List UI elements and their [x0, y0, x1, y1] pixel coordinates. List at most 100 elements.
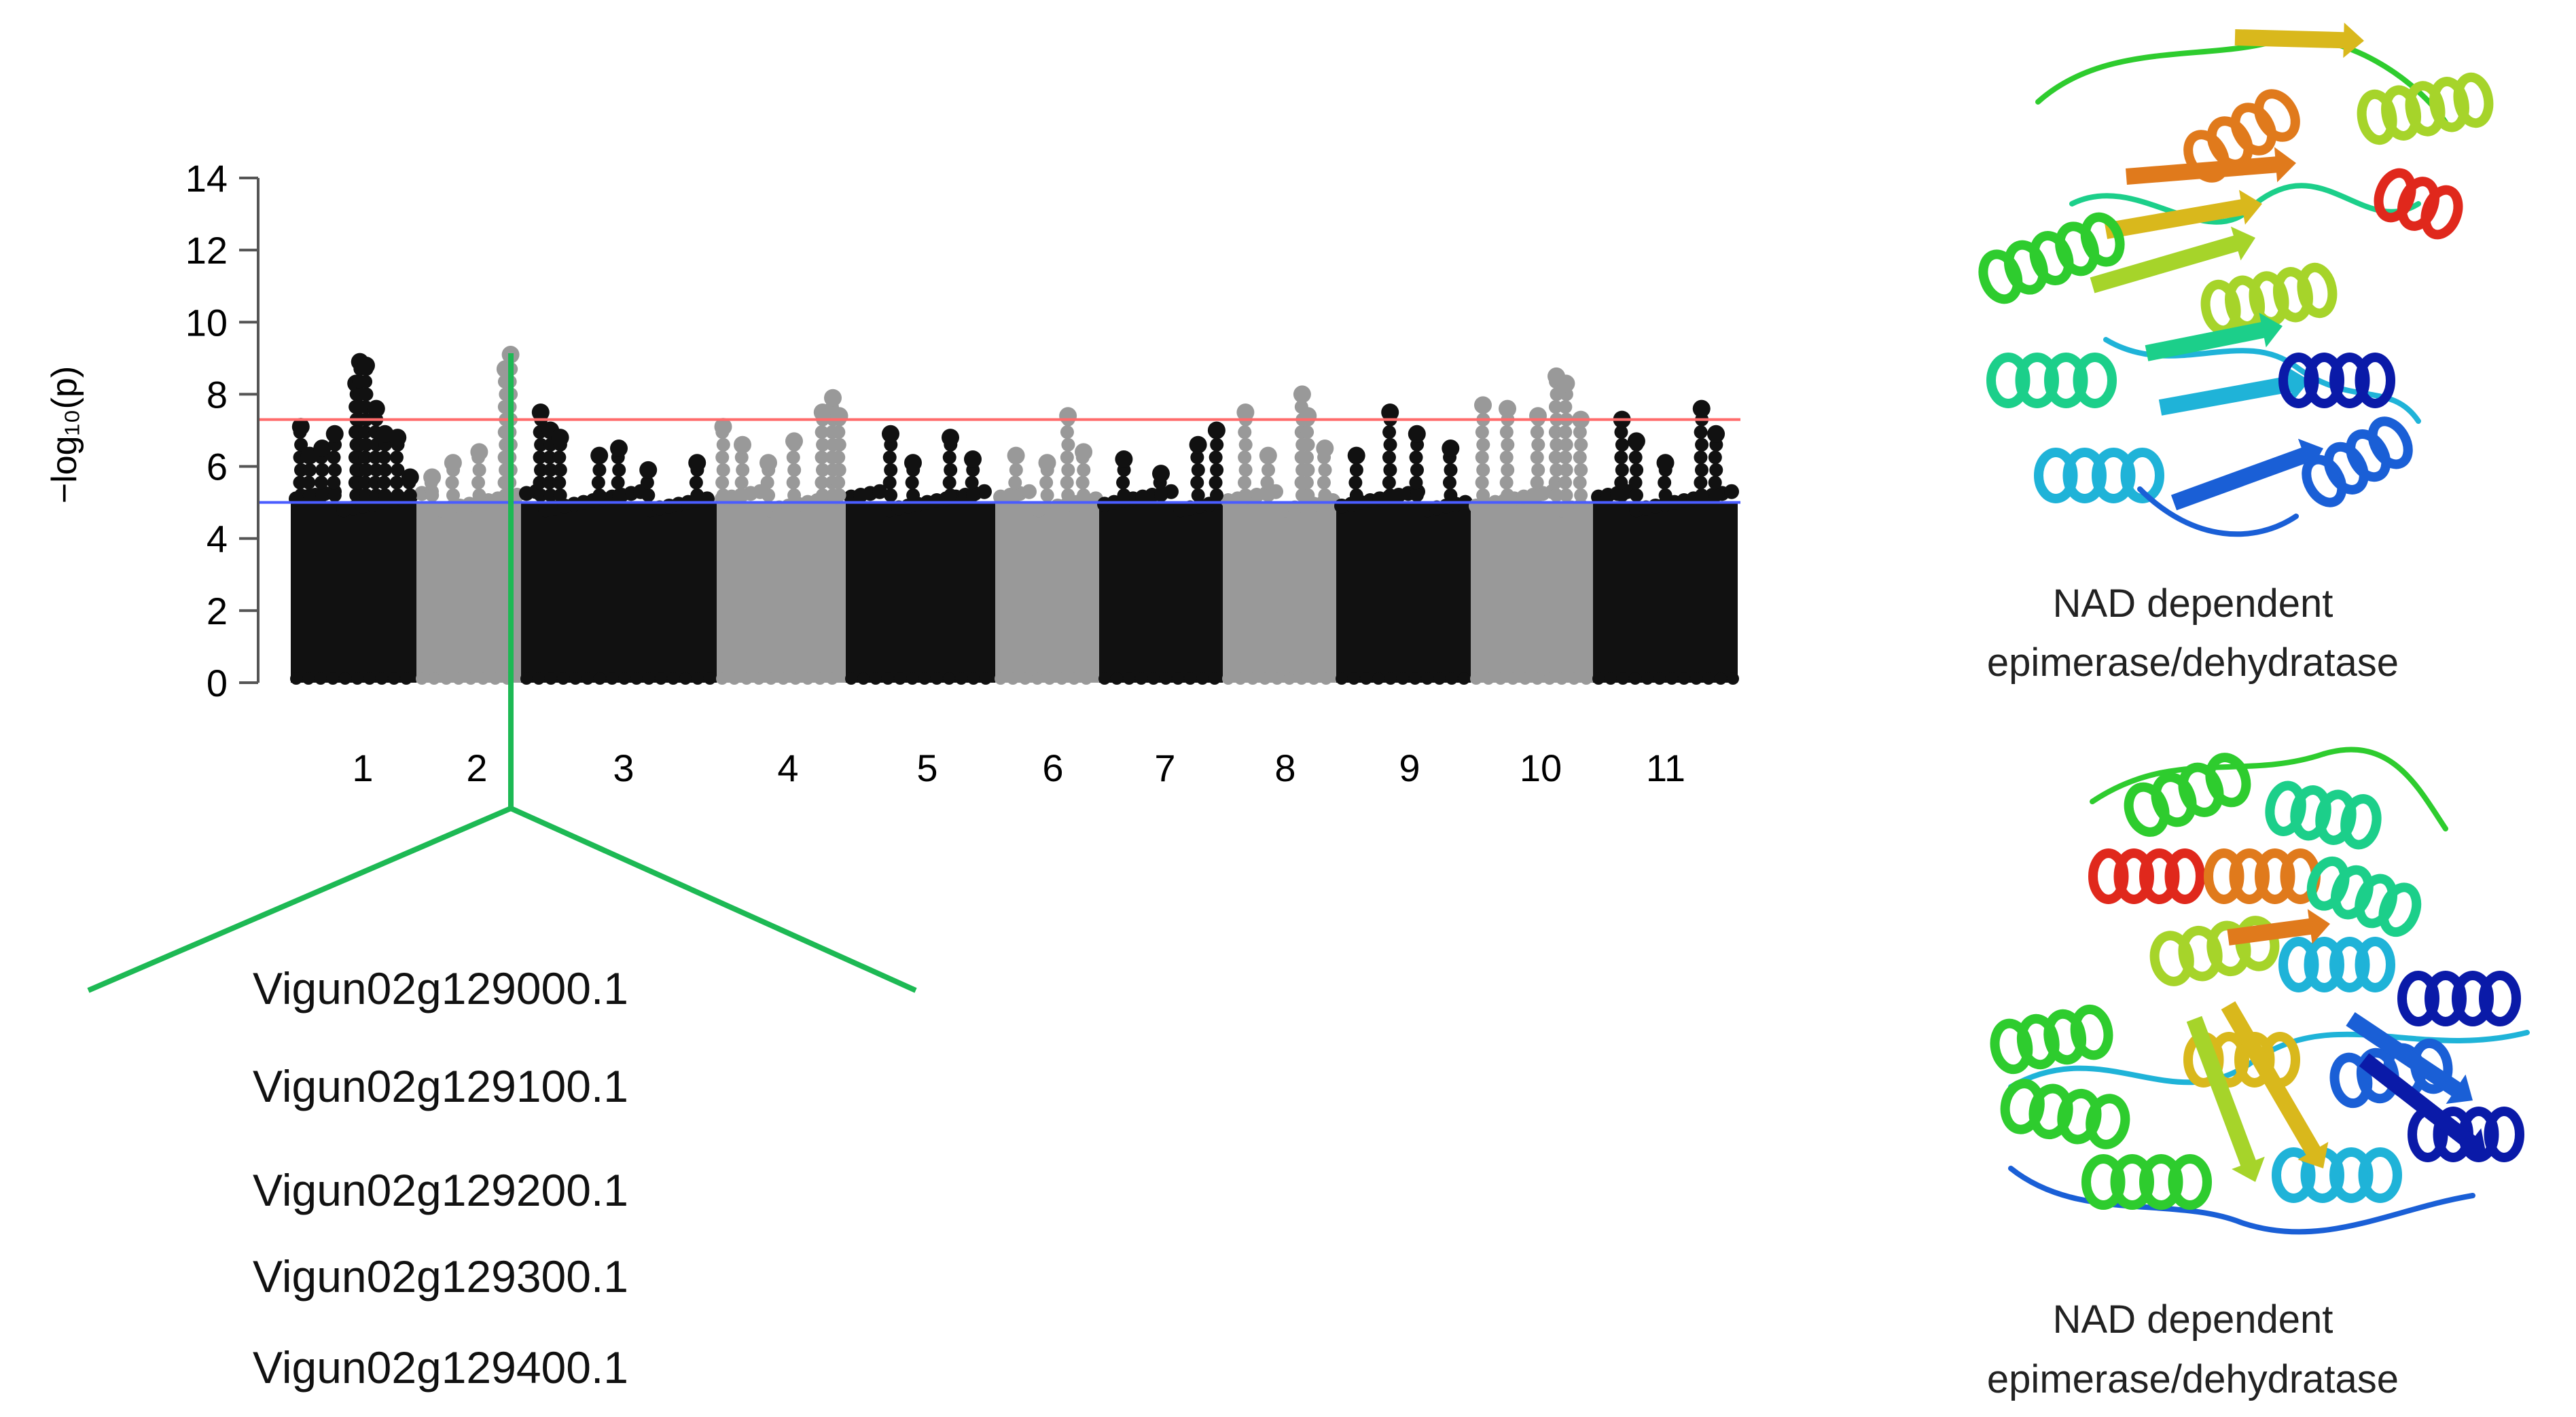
data-point — [489, 672, 501, 685]
data-point — [734, 476, 749, 490]
data-point — [1559, 463, 1573, 477]
data-point — [389, 476, 404, 490]
data-point — [1238, 437, 1253, 452]
data-point — [1615, 437, 1629, 452]
data-point — [1476, 488, 1490, 503]
data-point — [1530, 450, 1544, 465]
data-point — [831, 450, 846, 465]
data-point — [1209, 450, 1223, 465]
data-point — [391, 463, 405, 477]
data-point — [1446, 672, 1458, 685]
helix-turn — [2044, 353, 2088, 408]
helix-turn — [2358, 1147, 2402, 1203]
helix — [2272, 1147, 2402, 1203]
helix-turn — [2425, 971, 2467, 1026]
data-point — [1530, 425, 1544, 440]
data-point — [367, 399, 385, 418]
callout-left-line — [87, 806, 512, 993]
helix-turn — [2355, 353, 2395, 408]
data-point — [1300, 450, 1314, 465]
helix-turn — [2124, 782, 2170, 837]
data-point — [472, 488, 486, 503]
data-point — [760, 476, 774, 490]
data-point — [1184, 672, 1196, 685]
chromosome-cloud-2 — [416, 502, 521, 683]
helix-turn — [2355, 937, 2395, 992]
data-point — [1617, 672, 1629, 685]
data-point — [1476, 437, 1490, 452]
gene-item: Vigun02g129200.1 — [253, 1165, 628, 1215]
helix-turn — [2120, 448, 2164, 503]
helix-turn — [1986, 353, 2031, 408]
data-point — [1300, 476, 1314, 490]
y-tick-label: 2 — [207, 590, 228, 632]
data-point — [692, 672, 704, 685]
data-point — [1382, 450, 1396, 465]
data-point — [964, 450, 982, 468]
y-tick-label: 10 — [185, 301, 228, 344]
data-point — [1061, 488, 1075, 503]
data-point — [894, 672, 906, 685]
data-point — [1694, 425, 1708, 440]
data-point — [1209, 672, 1221, 685]
x-tick-label: 10 — [1520, 747, 1562, 789]
data-point — [1060, 450, 1074, 465]
data-point — [1694, 476, 1708, 490]
helix — [2397, 971, 2521, 1026]
data-point — [1501, 437, 1515, 452]
data-point — [315, 672, 327, 685]
data-point — [1222, 672, 1234, 685]
helix-turn — [1978, 249, 2023, 304]
data-point — [1529, 407, 1547, 425]
data-point — [1075, 443, 1093, 461]
data-point — [363, 672, 376, 685]
data-point — [736, 488, 750, 503]
y-tick-label: 4 — [207, 518, 228, 560]
data-point — [1300, 425, 1314, 440]
data-point — [1247, 672, 1259, 685]
data-point — [1475, 450, 1489, 465]
data-point — [1531, 672, 1543, 685]
data-point — [1348, 476, 1363, 490]
helix-turn — [2178, 925, 2223, 982]
data-point — [1442, 440, 1460, 458]
data-point — [1558, 400, 1573, 414]
data-point — [542, 476, 556, 490]
data-point — [1550, 488, 1564, 503]
data-point — [1495, 672, 1507, 685]
data-point — [1531, 488, 1545, 503]
data-point — [995, 672, 1007, 685]
helix-turn — [2484, 1107, 2524, 1162]
data-point — [728, 672, 740, 685]
data-point — [313, 440, 332, 458]
data-point — [1238, 476, 1252, 490]
data-point — [553, 488, 567, 503]
y-tick-label: 8 — [207, 373, 228, 416]
data-point — [643, 672, 655, 685]
data-point — [715, 450, 730, 465]
helix-turn — [2088, 848, 2129, 904]
data-point — [1061, 463, 1075, 477]
chromosome-point-clouds — [289, 484, 1739, 685]
helix-turn — [2070, 1004, 2113, 1060]
strand-arrow — [2145, 312, 2283, 361]
data-point — [802, 672, 814, 685]
data-point — [1031, 672, 1043, 685]
data-point — [716, 437, 730, 452]
helix — [2088, 848, 2205, 904]
helix-turn — [2205, 753, 2251, 808]
data-point — [882, 450, 897, 465]
data-point — [1123, 672, 1135, 685]
data-point — [359, 488, 374, 503]
data-point — [786, 476, 800, 490]
data-point — [1702, 672, 1715, 685]
data-point — [1060, 425, 1074, 440]
data-point — [1559, 437, 1573, 452]
data-point — [1238, 450, 1252, 465]
data-point — [1442, 476, 1456, 490]
data-point — [1656, 454, 1675, 472]
data-point — [606, 672, 618, 685]
data-point — [1530, 476, 1544, 490]
data-point — [1260, 476, 1274, 490]
